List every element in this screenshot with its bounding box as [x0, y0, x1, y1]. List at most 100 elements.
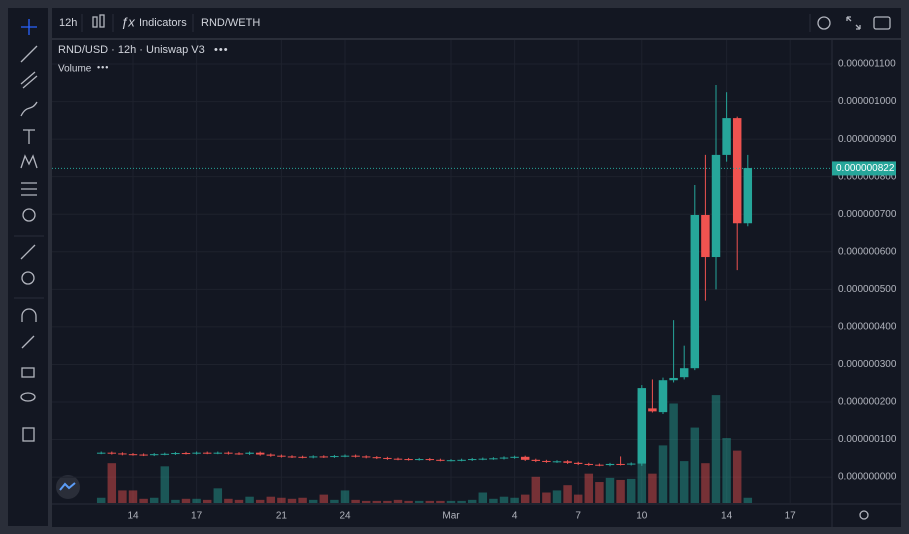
compare-symbol-button[interactable]: RND/WETH — [201, 17, 260, 29]
y-tick-label: 0.000000200 — [838, 397, 897, 408]
crosshair-tool[interactable] — [21, 19, 37, 35]
volume-bar — [436, 500, 445, 503]
axis-settings-button[interactable] — [859, 510, 869, 520]
pattern-tool[interactable] — [20, 154, 38, 169]
settings-button[interactable] — [817, 16, 831, 30]
volume-bar — [255, 499, 265, 503]
volume-bar — [531, 476, 541, 503]
candle-body — [213, 452, 223, 454]
candle-body — [107, 452, 117, 454]
candle-body — [722, 118, 731, 155]
fx-icon: ƒx — [121, 14, 135, 29]
candle-body — [563, 461, 572, 463]
volume-bar — [351, 499, 360, 503]
volume-bar — [149, 497, 159, 503]
candle-body — [457, 459, 466, 461]
stay-drawing-tool[interactable] — [21, 335, 35, 349]
candle-body — [308, 456, 318, 458]
chart-legend-title: RND/USD · 12h · Uniswap V3 — [58, 44, 205, 56]
candle-body — [234, 453, 244, 455]
candle-body — [489, 458, 498, 460]
candle-body — [192, 452, 201, 454]
brush-tool[interactable] — [20, 101, 38, 117]
volume-bar — [234, 499, 244, 503]
candle-body — [542, 460, 551, 462]
volume-bar — [393, 499, 403, 503]
measure-tool[interactable] — [20, 244, 36, 260]
x-tick-label: 14 — [127, 511, 139, 522]
candle-body — [287, 456, 297, 458]
text-tool[interactable] — [23, 129, 35, 144]
candle-body — [626, 463, 636, 465]
y-tick-label: 0.000000000 — [838, 472, 897, 483]
candle-body — [637, 388, 647, 464]
interval-button[interactable]: 12h — [59, 17, 77, 29]
candle-body — [361, 456, 371, 458]
y-tick-label: 0.000000900 — [838, 134, 897, 145]
candle-body — [277, 455, 286, 457]
candle-body — [414, 459, 424, 461]
zoom-tool[interactable] — [21, 271, 35, 285]
candle-body — [319, 456, 329, 458]
x-tick-label: 7 — [575, 511, 581, 522]
x-tick-label: 17 — [191, 511, 203, 522]
x-tick-label: Mar — [442, 511, 460, 522]
candle-body — [139, 454, 148, 456]
fullscreen-button[interactable] — [846, 16, 861, 30]
trend-line-tool[interactable] — [20, 45, 38, 63]
volume-bar — [128, 490, 138, 503]
volume-bar — [245, 496, 254, 503]
prediction-tool[interactable] — [21, 182, 37, 196]
candle-body — [595, 464, 604, 466]
volume-bar — [361, 500, 371, 503]
legend-menu[interactable]: ••• — [214, 44, 229, 56]
candle-body — [404, 459, 413, 461]
candle-body — [298, 456, 307, 458]
candle-body — [436, 459, 445, 461]
volume-bar — [107, 463, 117, 503]
y-tick-label: 0.000000400 — [838, 322, 897, 333]
icon-tool[interactable] — [22, 208, 36, 222]
volume-bar — [679, 461, 689, 503]
volume-bar — [743, 497, 753, 503]
last-price-label: 0.000000822 — [836, 163, 895, 174]
y-tick-label: 0.000000300 — [838, 359, 897, 370]
volume-bar — [732, 450, 742, 503]
remove-tool[interactable] — [22, 427, 35, 442]
volume-bar — [711, 395, 721, 503]
candle-body — [520, 456, 530, 460]
hide-tool[interactable] — [20, 392, 36, 402]
candle-body — [701, 214, 710, 258]
candle-body — [224, 452, 233, 454]
candle-body — [679, 368, 689, 378]
volume-bar — [563, 485, 572, 503]
volume-bar — [340, 490, 350, 503]
candle-body — [160, 453, 170, 455]
volume-bar — [499, 496, 509, 503]
volume-menu[interactable]: ••• — [97, 62, 109, 72]
volume-bar — [414, 500, 424, 503]
drawing-tools — [14, 19, 44, 442]
volume-bar — [573, 494, 583, 503]
candle-body — [669, 377, 678, 381]
screenshot-button[interactable] — [873, 16, 891, 30]
volume-bar — [425, 500, 435, 503]
y-tick-label: 0.000000600 — [838, 246, 897, 257]
indicators-button[interactable]: Indicators — [139, 17, 187, 29]
x-tick-label: 21 — [276, 511, 288, 522]
last-price-box — [832, 161, 896, 176]
volume-bar — [648, 473, 657, 503]
lock-tool[interactable] — [21, 367, 35, 378]
candle-body — [616, 463, 625, 465]
fib-tool[interactable] — [20, 71, 38, 89]
volume-bar — [160, 466, 170, 503]
volume-bar — [478, 492, 488, 503]
candle-body — [732, 118, 742, 224]
volume-legend: Volume — [58, 64, 92, 75]
magnet-tool[interactable] — [21, 308, 37, 322]
volume-bar — [298, 497, 307, 503]
top-toolbar-items: 12h ƒx Indicators RND/WETH — [59, 14, 891, 32]
chart-type-button[interactable] — [92, 14, 105, 28]
candle-body — [118, 453, 127, 455]
candle-body — [743, 168, 753, 224]
